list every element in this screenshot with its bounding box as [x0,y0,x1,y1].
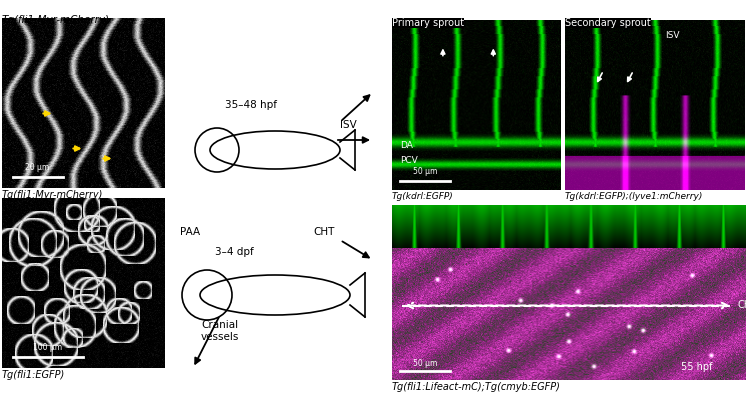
Text: ISV: ISV [340,120,357,130]
Text: Secondary sprout: Secondary sprout [565,18,651,28]
Text: PCV: PCV [401,155,418,165]
Text: CHT: CHT [738,301,749,311]
Text: 100 μm: 100 μm [33,342,62,352]
Text: DA: DA [401,142,413,150]
Text: 35–48 hpf: 35–48 hpf [225,100,277,110]
Text: Tg(kdrl:EGFP);(lyve1:mCherry): Tg(kdrl:EGFP);(lyve1:mCherry) [565,192,703,201]
Text: 55 hpf: 55 hpf [681,362,712,372]
Text: ISV: ISV [666,31,680,41]
Text: Primary sprout: Primary sprout [728,176,749,186]
Text: Tg(kdrl:EGFP): Tg(kdrl:EGFP) [392,192,454,201]
Text: Primary sprout: Primary sprout [392,18,464,28]
Text: PAA: PAA [180,227,200,237]
Text: Cranial
vessels: Cranial vessels [201,321,239,342]
Text: 50 μm: 50 μm [413,166,437,176]
Text: 50 μm: 50 μm [413,359,437,367]
Text: Tg(fli1:Myr-mCherry): Tg(fli1:Myr-mCherry) [2,190,103,200]
Text: Tg(fli1:Myr-mCherry): Tg(fli1:Myr-mCherry) [2,15,110,25]
Text: Tg(fli1:EGFP): Tg(fli1:EGFP) [2,370,65,380]
Text: Tg(fli1:Lifeact-mC);Tg(cmyb:EGFP): Tg(fli1:Lifeact-mC);Tg(cmyb:EGFP) [392,382,561,392]
Text: CHT: CHT [313,227,334,237]
Text: 3–4 dpf: 3–4 dpf [215,247,254,257]
Text: Primary sprout: Primary sprout [392,4,464,14]
Text: 20 μm: 20 μm [25,163,49,171]
